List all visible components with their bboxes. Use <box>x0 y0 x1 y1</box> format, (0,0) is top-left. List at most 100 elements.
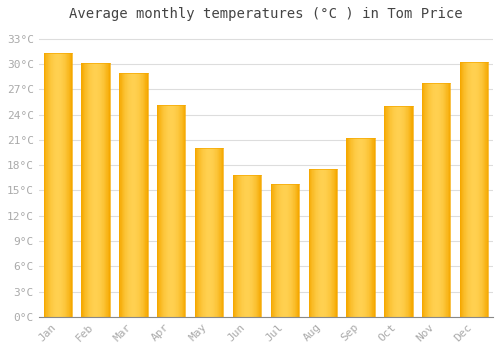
Bar <box>360 138 361 317</box>
Bar <box>441 83 442 317</box>
Bar <box>273 184 274 317</box>
Bar <box>87 63 88 317</box>
Bar <box>103 63 104 317</box>
Bar <box>363 138 364 317</box>
Bar <box>285 184 286 317</box>
Bar <box>204 148 205 317</box>
Bar <box>84 63 85 317</box>
Bar <box>356 138 357 317</box>
Bar <box>400 106 402 317</box>
Bar <box>136 72 137 317</box>
Bar <box>478 62 479 317</box>
Bar <box>69 53 70 317</box>
Bar <box>403 106 404 317</box>
Bar <box>468 62 469 317</box>
Bar <box>61 53 62 317</box>
Bar <box>321 169 322 317</box>
Bar <box>292 184 293 317</box>
Bar <box>244 175 246 317</box>
Bar <box>179 105 180 317</box>
Bar <box>223 148 224 317</box>
Bar <box>199 148 200 317</box>
Bar <box>172 105 173 317</box>
Bar <box>49 53 50 317</box>
Bar <box>284 184 285 317</box>
Bar <box>198 148 199 317</box>
Bar <box>170 105 172 317</box>
Bar <box>322 169 324 317</box>
Bar <box>222 148 223 317</box>
Bar <box>426 83 427 317</box>
Bar <box>137 72 138 317</box>
Bar <box>260 175 261 317</box>
Bar <box>102 63 103 317</box>
Bar <box>328 169 329 317</box>
Bar <box>298 184 299 317</box>
Bar <box>443 83 444 317</box>
Bar <box>399 106 400 317</box>
Bar <box>472 62 473 317</box>
Bar <box>105 63 106 317</box>
Bar <box>215 148 216 317</box>
Bar <box>120 72 121 317</box>
Bar <box>63 53 64 317</box>
Bar <box>464 62 465 317</box>
Bar <box>469 62 470 317</box>
Bar <box>174 105 176 317</box>
Bar <box>195 148 196 317</box>
Bar <box>387 106 388 317</box>
Bar <box>362 138 363 317</box>
Bar <box>92 63 94 317</box>
Bar <box>446 83 447 317</box>
Bar <box>309 169 310 317</box>
Bar <box>52 53 53 317</box>
Bar <box>474 62 476 317</box>
Bar <box>483 62 484 317</box>
Bar <box>463 62 464 317</box>
Bar <box>392 106 394 317</box>
Bar <box>178 105 179 317</box>
Bar <box>270 184 271 317</box>
Bar <box>140 72 141 317</box>
Bar <box>123 72 124 317</box>
Bar <box>141 72 142 317</box>
Bar <box>104 63 105 317</box>
Bar <box>252 175 253 317</box>
Bar <box>258 175 259 317</box>
Bar <box>372 138 373 317</box>
Bar <box>257 175 258 317</box>
Bar <box>277 184 278 317</box>
Bar <box>275 184 276 317</box>
Bar <box>333 169 334 317</box>
Bar <box>166 105 167 317</box>
Bar <box>89 63 90 317</box>
Bar <box>138 72 139 317</box>
Bar <box>274 184 275 317</box>
Bar <box>246 175 247 317</box>
Bar <box>142 72 143 317</box>
Bar <box>165 105 166 317</box>
Bar <box>435 83 436 317</box>
Bar <box>364 138 365 317</box>
Bar <box>242 175 243 317</box>
Bar <box>470 62 472 317</box>
Bar <box>91 63 92 317</box>
Bar <box>386 106 387 317</box>
Bar <box>144 72 145 317</box>
Bar <box>462 62 463 317</box>
Bar <box>239 175 240 317</box>
Bar <box>255 175 256 317</box>
Bar <box>318 169 320 317</box>
Bar <box>219 148 220 317</box>
Bar <box>185 105 186 317</box>
Bar <box>366 138 367 317</box>
Bar <box>425 83 426 317</box>
Bar <box>243 175 244 317</box>
Bar <box>100 63 102 317</box>
Bar <box>434 83 435 317</box>
Bar <box>297 184 298 317</box>
Bar <box>45 53 46 317</box>
Bar <box>85 63 86 317</box>
Bar <box>276 184 277 317</box>
Bar <box>279 184 280 317</box>
